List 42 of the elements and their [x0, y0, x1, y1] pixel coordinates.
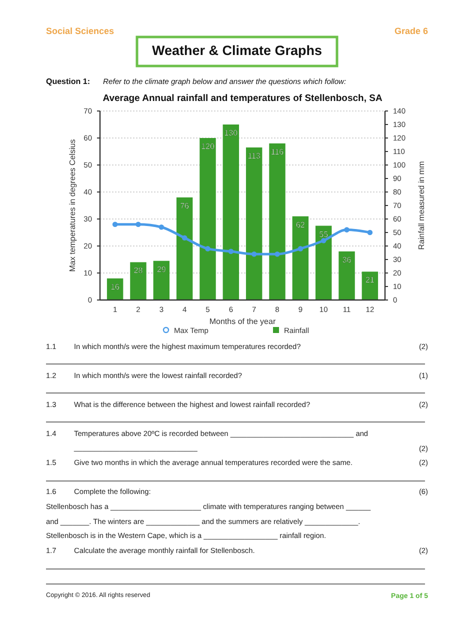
point: [367, 230, 373, 236]
point: [251, 251, 257, 257]
text: Question 1:: [46, 77, 90, 86]
point: [136, 222, 141, 228]
point: [158, 224, 164, 230]
bar: [200, 138, 216, 300]
bar: [130, 262, 146, 300]
point: [228, 248, 234, 254]
data-label: 76: [180, 201, 190, 210]
point: [182, 235, 188, 241]
data-label: 36: [342, 255, 352, 264]
data-label: 116: [270, 147, 284, 156]
point: [205, 246, 210, 252]
point: [298, 246, 304, 252]
bar: [222, 124, 240, 300]
data-label: 29: [156, 264, 166, 274]
data-label: 120: [201, 142, 215, 151]
bar: [338, 251, 355, 300]
data-label: 21: [365, 276, 375, 285]
data-label: 62: [296, 220, 306, 230]
x-axis-title: Months of the year: [209, 317, 276, 326]
data-label: 55: [319, 230, 329, 239]
point: [320, 238, 326, 244]
data-label: 28: [134, 266, 144, 276]
point: [112, 222, 118, 228]
text: Social Sciences: [46, 26, 114, 36]
text: Weather & Climate Graphs: [152, 43, 322, 58]
chart-title: Average Annual rainfall and temperatures of Stellenbosch, SA: [102, 93, 382, 104]
bar: [315, 226, 332, 300]
point: [274, 251, 280, 257]
data-label: 130: [224, 128, 238, 138]
bar: [176, 197, 193, 300]
bar: [153, 260, 170, 300]
point: [344, 227, 350, 232]
y2-axis-title: Rainfall measured in mm: [417, 160, 426, 250]
data-label: 16: [110, 282, 120, 292]
text: Grade 6: [394, 26, 428, 36]
bar: [246, 147, 262, 300]
data-label: 113: [248, 151, 262, 160]
bar: [269, 143, 286, 300]
bar: [292, 216, 309, 300]
y-axis-title: Max temperatures in degrees Celsius: [68, 139, 77, 272]
